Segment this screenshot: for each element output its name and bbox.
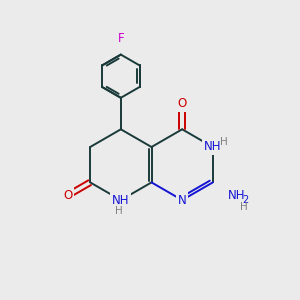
Text: NH: NH	[112, 194, 130, 207]
Text: NH: NH	[204, 140, 222, 154]
Text: H: H	[240, 202, 248, 212]
Text: H: H	[116, 206, 123, 217]
Text: O: O	[64, 189, 73, 202]
Text: F: F	[118, 32, 124, 45]
Text: N: N	[178, 194, 187, 207]
Text: NH: NH	[227, 189, 245, 203]
Text: 2: 2	[243, 195, 249, 206]
Text: H: H	[220, 136, 228, 147]
Text: O: O	[178, 97, 187, 110]
